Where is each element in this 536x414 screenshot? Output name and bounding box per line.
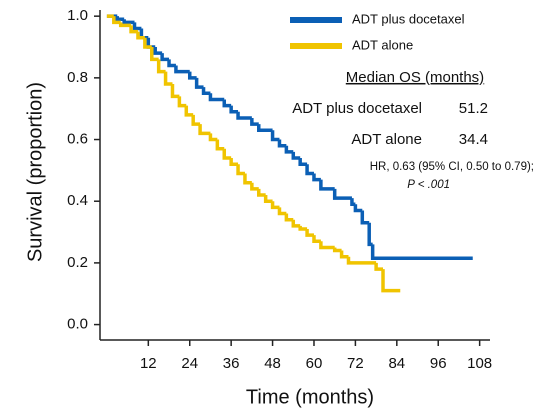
survival-step	[319, 241, 335, 250]
x-tick-label: 108	[467, 355, 492, 372]
y-tick-label: 0.6	[67, 131, 88, 148]
survival-step	[191, 114, 201, 126]
median-row-value: 51.2	[459, 100, 488, 117]
hazard-ratio: HR, 0.63 (95% CI, 0.50 to 0.79);	[370, 161, 534, 173]
x-tick-label: 12	[140, 355, 157, 372]
survival-step	[194, 77, 204, 89]
survival-step	[270, 130, 280, 142]
survival-step	[319, 179, 335, 191]
survival-step	[208, 133, 218, 142]
survival-step	[160, 53, 170, 62]
survival-step	[243, 173, 252, 185]
survival-step	[174, 65, 190, 74]
x-tick-label: 48	[264, 355, 281, 372]
x-tick-label: 84	[388, 355, 405, 372]
survival-step	[208, 93, 225, 102]
survival-step	[150, 47, 159, 62]
survival-step	[312, 173, 321, 182]
survival-step	[163, 71, 173, 86]
survival-step	[284, 213, 294, 222]
y-tick-label: 1.0	[67, 7, 88, 24]
survival-step	[177, 96, 187, 108]
median-title: Median OS (months)	[346, 69, 484, 86]
x-tick-label: 24	[181, 355, 198, 372]
x-tick-label: 36	[223, 355, 240, 372]
survival-step	[257, 188, 266, 197]
y-tick-label: 0.0	[67, 316, 88, 333]
survival-step	[305, 164, 314, 176]
p-value: P < .001	[407, 179, 450, 191]
survival-step	[298, 225, 308, 231]
survival-step	[381, 269, 401, 293]
survival-step	[198, 124, 211, 136]
survival-step	[122, 19, 135, 25]
legend-label: ADT plus docetaxel	[352, 11, 465, 26]
survival-step	[187, 71, 197, 80]
survival-step	[170, 84, 180, 99]
survival-step	[136, 31, 145, 40]
survival-step	[112, 16, 121, 25]
survival-step	[184, 105, 194, 117]
y-tick-label: 0.4	[67, 192, 88, 209]
y-axis-label: Survival (proportion)	[24, 82, 46, 262]
survival-step	[291, 151, 301, 160]
survival-step	[201, 87, 211, 96]
survival-step	[346, 256, 377, 265]
x-tick-label: 60	[306, 355, 323, 372]
survival-step	[353, 204, 363, 213]
survival-step	[305, 228, 314, 237]
survival-step	[312, 235, 321, 244]
survival-step	[339, 250, 349, 259]
survival-step	[132, 22, 142, 31]
median-row-label: ADT alone	[351, 131, 422, 148]
survival-step	[229, 105, 239, 114]
survival-step	[374, 262, 384, 271]
survival-step	[222, 148, 232, 160]
survival-step	[129, 25, 138, 34]
survival-step	[250, 182, 259, 191]
y-tick-label: 0.8	[67, 69, 88, 86]
survival-step	[277, 139, 287, 148]
survival-step	[332, 188, 352, 200]
x-tick-label: 72	[347, 355, 364, 372]
survival-step	[350, 198, 356, 207]
median-row-label: ADT plus docetaxel	[292, 100, 422, 117]
x-axis-label: Time (months)	[246, 386, 374, 408]
survival-step	[143, 37, 152, 49]
survival-step	[277, 207, 287, 216]
y-tick-label: 0.2	[67, 254, 88, 271]
survival-step	[270, 201, 280, 210]
survival-step	[156, 59, 166, 74]
survival-step	[118, 22, 132, 28]
survival-step	[236, 164, 245, 176]
survival-step	[215, 139, 225, 151]
survival-step	[153, 47, 163, 55]
survival-step	[229, 158, 239, 166]
survival-step	[257, 124, 273, 133]
survival-step	[115, 16, 125, 22]
survival-step	[367, 222, 373, 247]
survival-step	[263, 195, 273, 203]
median-row-value: 34.4	[459, 131, 488, 148]
survival-step	[360, 210, 370, 225]
survival-step	[291, 219, 301, 228]
survival-step	[284, 145, 294, 154]
survival-step	[298, 158, 308, 166]
survival-step	[370, 244, 473, 261]
survival-step	[250, 117, 259, 126]
survival-step	[167, 59, 176, 68]
legend-label: ADT alone	[352, 37, 413, 52]
survival-step	[332, 247, 342, 253]
survival-step	[222, 99, 232, 108]
x-tick-label: 96	[430, 355, 447, 372]
survival-step	[236, 111, 252, 120]
